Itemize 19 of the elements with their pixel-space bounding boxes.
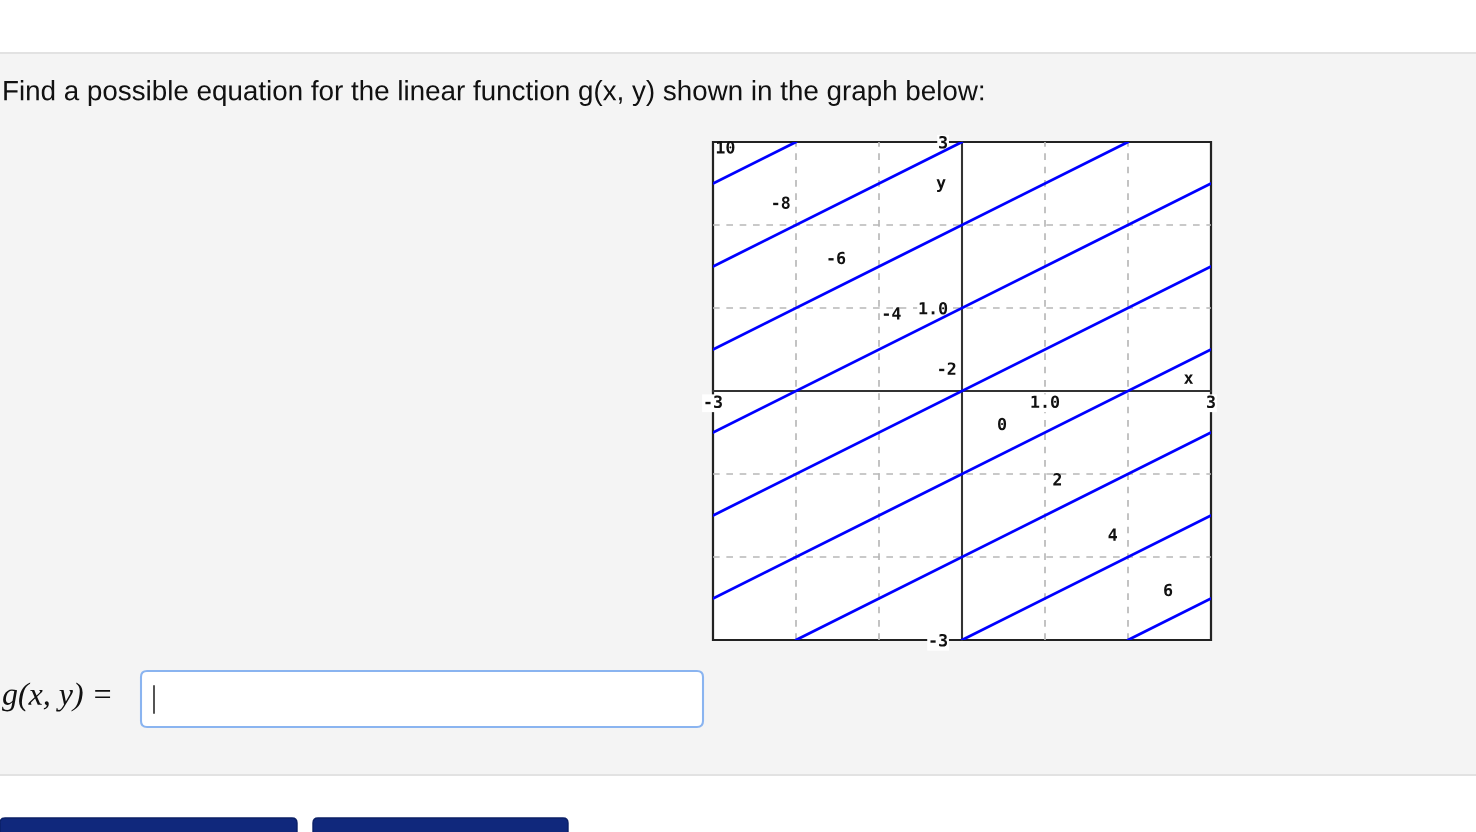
series-label: 0 <box>998 417 1007 431</box>
series-label: -6 <box>828 251 846 265</box>
y-axis-title: y <box>936 179 946 192</box>
x-tick-label: 1.0 <box>1031 395 1060 409</box>
y-tick-label: -3 <box>930 633 948 647</box>
series-label: 2 <box>1053 473 1062 486</box>
series-label: -2 <box>939 362 956 375</box>
y-tick-label: 1.0 <box>919 301 948 315</box>
series-label: 6 <box>1164 583 1173 597</box>
y-tick-label: 3 <box>939 135 948 149</box>
text: g(x, y) = <box>2 682 111 712</box>
x-tick-label: -3 <box>705 395 722 409</box>
series-label: 4 <box>1108 528 1117 541</box>
series-label: -4 <box>883 307 901 320</box>
chart-title: Find a possible equation for the linear function g(x, y) shown in the graph below: <box>4 80 984 106</box>
series-label: 10 <box>716 141 735 154</box>
x-tick-label: 3 <box>1207 395 1215 409</box>
series-label: -8 <box>773 196 790 209</box>
x-axis-title: x <box>1184 374 1194 384</box>
